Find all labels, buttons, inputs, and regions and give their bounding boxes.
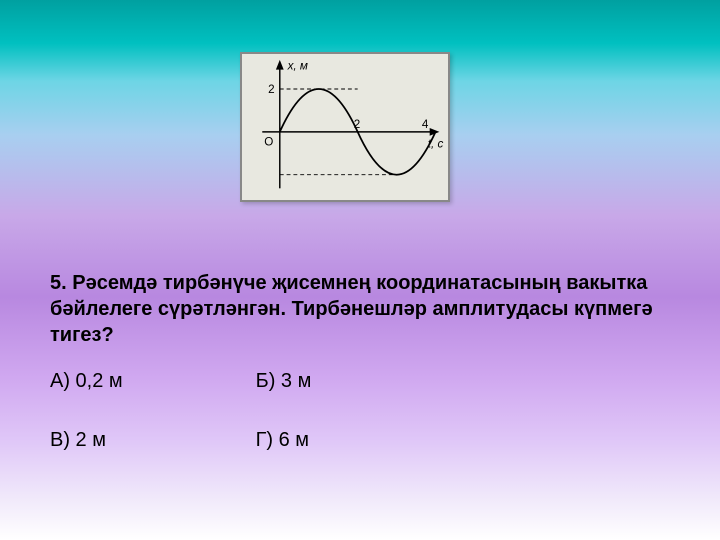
x-tick-4: 4 [422,118,429,131]
answer-b: Б) 3 м [256,370,312,393]
question-text: 5. Рәсемдә тирбәнүче җисемнең координата… [50,270,670,348]
answer-a: А) 0,2 м [50,370,250,393]
answer-g: Г) 6 м [256,429,309,452]
y-axis-label: x, м [287,60,308,73]
question-number: 5. [50,272,67,294]
graph-svg: x, м 2 O 2 4 t, c [242,54,448,200]
answer-row-1: А) 0,2 м Б) 3 м [50,370,670,393]
answers-block: А) 0,2 м Б) 3 м В) 2 м Г) 6 м [50,370,670,488]
x-axis-label: t, c [428,137,444,150]
x-tick-2: 2 [354,118,361,131]
slide: x, м 2 O 2 4 t, c 5. Рәсемдә тирбәнүче җ… [0,0,720,540]
answer-v: В) 2 м [50,429,250,452]
answer-row-2: В) 2 м Г) 6 м [50,429,670,452]
axes [262,60,439,188]
graph-figure: x, м 2 O 2 4 t, c [240,52,450,202]
origin-label: O [264,135,273,148]
y-tick-2: 2 [268,83,275,96]
question-body: Рәсемдә тирбәнүче җисемнең координатасын… [50,272,653,346]
